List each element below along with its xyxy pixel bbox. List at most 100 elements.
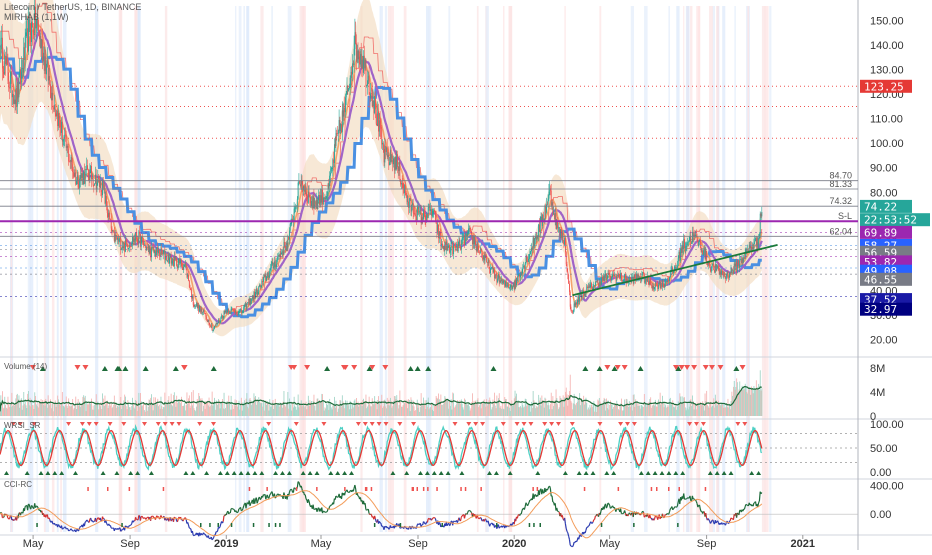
cci-line-segment	[401, 528, 402, 529]
cci-line-segment	[292, 490, 293, 493]
candle-body	[742, 259, 743, 264]
candle-body	[470, 229, 471, 231]
volume-bar	[586, 403, 587, 416]
candle-body	[93, 178, 94, 185]
candle-body	[353, 63, 354, 65]
cci-line-segment	[550, 486, 551, 488]
volume-bar	[463, 407, 464, 416]
candle-body	[174, 256, 175, 266]
candle-body	[183, 267, 184, 270]
candle-body	[349, 87, 350, 89]
cci-line-segment	[357, 493, 358, 496]
volume-bar	[104, 406, 105, 416]
candle-body	[616, 275, 617, 281]
wrsi-sell-marker	[370, 422, 375, 426]
volume-bar	[606, 399, 607, 417]
cci-line-segment	[242, 509, 243, 511]
volume-bar	[634, 407, 635, 416]
volume-bar	[237, 407, 238, 416]
volume-bar	[86, 403, 87, 416]
cci-line-segment	[371, 514, 372, 515]
candle-body	[357, 51, 358, 62]
volume-bar	[709, 402, 710, 416]
volume-bar	[750, 390, 751, 416]
candle-body	[555, 213, 556, 219]
cci-line-segment	[238, 509, 239, 512]
volume-bar	[500, 406, 501, 416]
volume-bar	[262, 407, 263, 416]
volume-bar	[596, 412, 597, 416]
volume-bar	[142, 406, 143, 416]
candle-body	[338, 131, 339, 134]
candle-body	[356, 43, 357, 61]
candle-body	[7, 58, 8, 65]
candle-body	[19, 69, 20, 74]
volume-bar	[530, 404, 531, 416]
volume-bar	[20, 400, 21, 416]
volume-bar	[360, 405, 361, 416]
candle	[187, 265, 188, 278]
volume-bar	[565, 392, 566, 416]
volume-bar	[208, 405, 209, 416]
candle-body	[159, 250, 160, 255]
candle-body	[587, 287, 588, 288]
candle-body	[74, 173, 75, 177]
cci-line-segment	[670, 508, 671, 509]
volume-bar	[437, 399, 438, 416]
volume-bar	[15, 398, 16, 416]
candle-body	[67, 146, 68, 149]
candle-body	[665, 282, 666, 284]
candle-body	[562, 233, 563, 238]
candle-body	[220, 318, 221, 321]
candle-body	[76, 181, 77, 185]
cci-line-segment	[569, 536, 570, 539]
volume-bar	[159, 405, 160, 416]
wrsi-buy-marker	[149, 471, 154, 475]
volume-bar	[9, 407, 10, 416]
volume-bar	[41, 404, 42, 416]
volume-bar	[36, 404, 37, 416]
volume-bar	[538, 395, 539, 416]
candle-body	[738, 263, 739, 265]
cci-line-segment	[188, 522, 189, 525]
candle-body	[20, 69, 21, 82]
candle-body	[27, 28, 28, 51]
cci-line-segment	[220, 524, 221, 527]
cci-line-segment	[251, 502, 252, 503]
candle-body	[193, 296, 194, 305]
cci-line-segment	[586, 527, 587, 530]
candle-body	[173, 259, 174, 267]
candle-body	[138, 239, 139, 242]
volume-bar	[646, 404, 647, 416]
cci-line-segment	[600, 512, 601, 515]
candle-body	[222, 316, 223, 319]
volume-bar	[316, 404, 317, 416]
candle-body	[199, 306, 200, 312]
cci-line-segment	[299, 482, 300, 485]
volume-bar	[1, 406, 2, 416]
volume-bar	[636, 401, 637, 416]
volume-bar	[191, 392, 192, 416]
candle-body	[545, 206, 546, 218]
volume-bar	[188, 398, 189, 416]
candle-body	[579, 293, 580, 301]
candle-body	[484, 256, 485, 261]
cci-line-segment	[269, 495, 270, 498]
wrsi-sell-marker	[356, 422, 361, 426]
volume-bar	[503, 409, 504, 416]
candle-body	[19, 74, 20, 97]
candle-body	[343, 108, 344, 117]
volume-bar	[220, 408, 221, 416]
candle-body	[142, 237, 143, 238]
volume-bar	[225, 408, 226, 416]
candle-body	[608, 273, 609, 274]
candle-body	[734, 264, 735, 274]
cci-line-segment	[52, 521, 53, 524]
volume-bar	[602, 403, 603, 416]
volume-bar	[563, 395, 564, 416]
volume-bar	[710, 402, 711, 416]
cci-line-segment	[621, 509, 622, 514]
candle-body	[408, 202, 409, 208]
candle-body	[709, 265, 710, 268]
volume-bar	[403, 402, 404, 417]
